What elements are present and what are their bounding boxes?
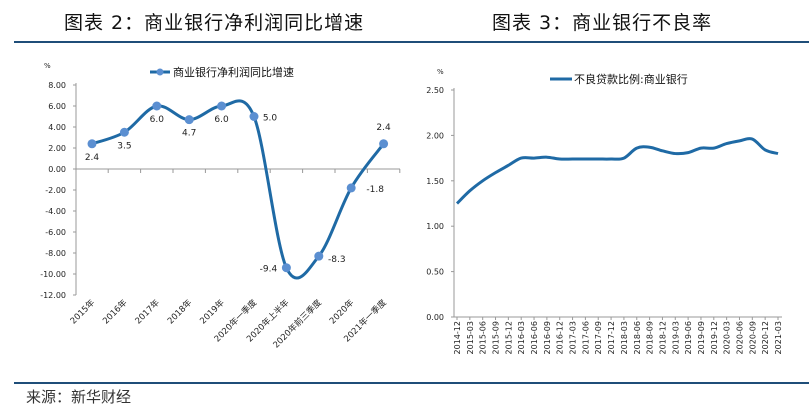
data-label: -1.8 bbox=[366, 185, 384, 195]
y-tick-label: 0.00 bbox=[426, 313, 444, 322]
x-tick-label: 2020年 bbox=[327, 297, 356, 326]
data-label: -9.4 bbox=[260, 265, 278, 275]
data-label: -8.3 bbox=[328, 255, 346, 265]
x-tick-label: 2018年 bbox=[165, 297, 194, 326]
footer-divider bbox=[14, 382, 809, 384]
y-tick-label: 8.00 bbox=[48, 81, 66, 90]
y-tick-label: -8.00 bbox=[45, 249, 66, 258]
y-tick-label: 4.00 bbox=[48, 123, 66, 132]
y-tick-label: -4.00 bbox=[45, 207, 66, 216]
series-line bbox=[455, 137, 779, 205]
x-tick-label: 2015-12 bbox=[504, 321, 513, 354]
header-divider bbox=[14, 41, 809, 43]
source-note: 来源：新华财经 bbox=[26, 388, 132, 406]
x-tick-label: 2015-03 bbox=[466, 321, 475, 354]
x-tick-label: 2019-06 bbox=[684, 321, 693, 354]
data-label: 6.0 bbox=[214, 115, 229, 125]
y-unit-label: % bbox=[44, 62, 51, 70]
data-label: 2.4 bbox=[85, 153, 100, 163]
data-point bbox=[119, 127, 129, 137]
y-tick-label: -2.00 bbox=[45, 186, 66, 195]
x-tick-label: 2021-03 bbox=[774, 321, 783, 354]
x-tick-label: 2019-12 bbox=[710, 321, 719, 354]
x-tick-label: 2016-06 bbox=[530, 321, 539, 354]
x-tick-label: 2015-06 bbox=[479, 321, 488, 354]
data-label: 5.0 bbox=[263, 114, 278, 124]
x-tick-label: 2018-09 bbox=[646, 321, 655, 354]
y-tick-label: 1.00 bbox=[426, 222, 444, 231]
x-tick-label: 2015-09 bbox=[492, 321, 501, 354]
left-chart-title: 图表 2：商业银行净利润同比增速 bbox=[64, 12, 365, 34]
x-tick-label: 2020-12 bbox=[761, 321, 770, 354]
data-point bbox=[281, 263, 291, 273]
y-tick-label: 2.00 bbox=[48, 144, 66, 153]
x-tick-label: 2019年 bbox=[198, 297, 227, 326]
x-tick-label: 2017年 bbox=[133, 297, 162, 326]
data-point bbox=[314, 251, 324, 261]
x-tick-label: 2020-09 bbox=[748, 321, 757, 354]
x-tick-label: 2017-09 bbox=[594, 321, 603, 354]
legend-marker bbox=[156, 68, 164, 76]
right-chart-title: 图表 3：商业银行不良率 bbox=[492, 12, 713, 34]
data-point bbox=[379, 139, 389, 149]
x-tick-label: 2019-09 bbox=[697, 321, 706, 354]
x-tick-label: 2018-06 bbox=[633, 321, 642, 354]
data-point bbox=[249, 112, 259, 121]
data-point bbox=[152, 101, 162, 111]
y-tick-label: 2.00 bbox=[426, 131, 444, 140]
x-tick-label: 2017-03 bbox=[569, 321, 578, 354]
data-label: 3.5 bbox=[117, 141, 131, 151]
x-tick-label: 2015年 bbox=[68, 297, 97, 326]
data-point bbox=[87, 139, 97, 149]
y-tick-label: -10.00 bbox=[40, 270, 66, 279]
y-tick-label: -6.00 bbox=[45, 228, 66, 237]
x-tick-label: 2016-12 bbox=[556, 321, 565, 354]
series-line bbox=[91, 99, 385, 280]
x-tick-label: 2016-09 bbox=[543, 321, 552, 354]
x-tick-label: 2014-12 bbox=[453, 321, 462, 354]
y-tick-label: 0.00 bbox=[48, 165, 66, 174]
legend-label: 商业银行净利润同比增速 bbox=[173, 65, 294, 79]
y-unit-label: % bbox=[437, 68, 444, 76]
x-tick-label: 2020-06 bbox=[735, 321, 744, 354]
x-tick-label: 2019-03 bbox=[671, 321, 680, 354]
y-tick-label: 6.00 bbox=[48, 102, 66, 111]
data-point bbox=[217, 101, 227, 111]
data-point bbox=[184, 115, 194, 125]
data-label: 4.7 bbox=[182, 129, 196, 139]
data-point bbox=[346, 183, 356, 193]
y-tick-label: 0.50 bbox=[426, 268, 444, 277]
x-tick-label: 2018-12 bbox=[658, 321, 667, 354]
x-tick-label: 2016-03 bbox=[517, 321, 526, 354]
y-tick-label: -12.00 bbox=[40, 291, 66, 300]
x-tick-label: 2016年 bbox=[100, 297, 129, 326]
x-tick-label: 2020-03 bbox=[723, 321, 732, 354]
legend-label: 不良贷款比例:商业银行 bbox=[574, 72, 688, 86]
y-tick-label: 1.50 bbox=[426, 177, 444, 186]
data-label: 2.4 bbox=[376, 123, 391, 133]
x-tick-label: 2017-06 bbox=[581, 321, 590, 354]
data-label: 6.0 bbox=[150, 115, 165, 125]
x-tick-label: 2017-12 bbox=[607, 321, 616, 354]
x-tick-label: 2018-03 bbox=[620, 321, 629, 354]
y-tick-label: 2.50 bbox=[426, 86, 444, 95]
